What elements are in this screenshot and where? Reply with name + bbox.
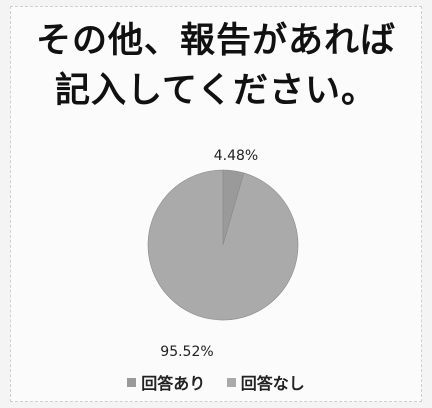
legend-swatch-answered: [127, 378, 137, 387]
legend-item-answered: 回答あり: [127, 370, 205, 394]
chart-title: その他、報告があれば 記入してください。: [0, 16, 432, 116]
legend-swatch-not-answered: [226, 378, 236, 387]
chart-title-line-2: 記入してください。: [55, 71, 377, 111]
chart-title-line-1: その他、報告があれば: [35, 21, 396, 61]
legend: 回答あり 回答なし: [0, 370, 432, 394]
data-label-answered: 4.48%: [214, 148, 258, 164]
data-label-not-answered: 95.52%: [160, 344, 213, 360]
legend-item-not-answered: 回答なし: [226, 370, 305, 394]
pie-slice-not-answered: [147, 169, 299, 321]
legend-label-not-answered: 回答なし: [240, 374, 305, 393]
legend-label-answered: 回答あり: [141, 374, 206, 393]
